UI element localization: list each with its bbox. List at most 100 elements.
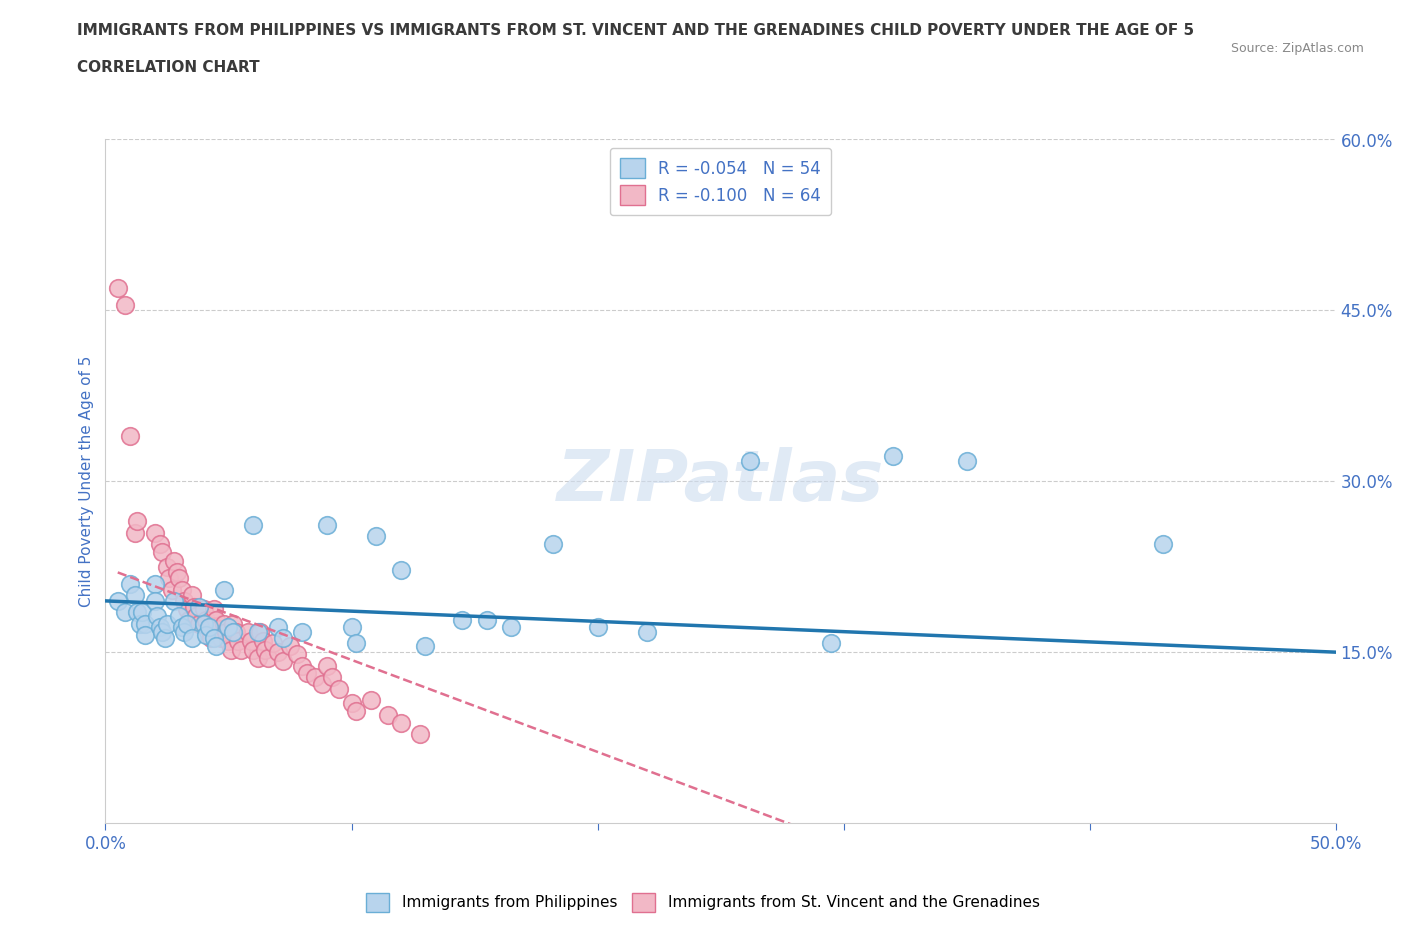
Point [247, 624, 270, 639]
Point [304, 670, 326, 684]
Point [228, 633, 250, 648]
Point [186, 608, 208, 623]
Point [197, 622, 221, 637]
Point [129, 617, 152, 631]
Point [195, 628, 218, 643]
Point [195, 613, 218, 628]
Point [321, 670, 343, 684]
Point [820, 635, 842, 650]
Point [218, 633, 240, 648]
Point [415, 639, 437, 654]
Point [156, 559, 179, 574]
Point [124, 525, 146, 540]
Point [193, 617, 215, 631]
Point [451, 613, 474, 628]
Point [249, 624, 271, 639]
Point [173, 593, 195, 608]
Point [315, 658, 337, 673]
Point [197, 619, 221, 634]
Point [179, 613, 201, 628]
Point [114, 604, 136, 619]
Point [242, 643, 264, 658]
Point [156, 617, 179, 631]
Point [159, 571, 180, 586]
Point [212, 617, 235, 631]
Point [236, 624, 260, 639]
Point [200, 631, 222, 646]
Text: Source: ZipAtlas.com: Source: ZipAtlas.com [1230, 42, 1364, 55]
Point [202, 602, 225, 617]
Point [882, 449, 904, 464]
Point [143, 525, 166, 540]
Point [740, 453, 762, 468]
Legend: Immigrants from Philippines, Immigrants from St. Vincent and the Grenadines: Immigrants from Philippines, Immigrants … [360, 887, 1046, 918]
Point [229, 643, 252, 658]
Point [222, 617, 245, 631]
Point [586, 619, 609, 634]
Point [475, 613, 498, 628]
Point [956, 453, 979, 468]
Point [222, 624, 245, 639]
Point [176, 617, 198, 631]
Point [183, 599, 205, 614]
Point [153, 631, 176, 646]
Point [160, 582, 183, 597]
Y-axis label: Child Poverty Under the Age of 5: Child Poverty Under the Age of 5 [79, 355, 94, 607]
Point [188, 617, 211, 631]
Point [543, 537, 565, 551]
Point [340, 619, 363, 634]
Point [143, 593, 166, 608]
Point [169, 608, 191, 623]
Point [205, 613, 228, 628]
Point [180, 631, 202, 646]
Point [278, 639, 301, 654]
Point [225, 624, 247, 639]
Point [134, 628, 156, 643]
Point [146, 608, 169, 623]
Point [262, 635, 284, 650]
Point [315, 517, 337, 532]
Point [409, 726, 432, 741]
Point [271, 631, 294, 646]
Point [254, 643, 277, 658]
Point [1153, 537, 1175, 551]
Point [120, 577, 141, 591]
Point [257, 650, 280, 665]
Point [170, 619, 193, 634]
Point [212, 582, 235, 597]
Point [389, 563, 412, 578]
Point [124, 588, 146, 603]
Point [209, 631, 232, 646]
Point [360, 693, 382, 708]
Point [149, 537, 172, 551]
Point [636, 624, 658, 639]
Point [114, 298, 136, 312]
Point [501, 619, 523, 634]
Point [150, 544, 173, 559]
Point [176, 602, 198, 617]
Point [188, 599, 211, 614]
Point [346, 704, 368, 719]
Point [134, 617, 156, 631]
Point [149, 619, 172, 634]
Point [297, 665, 319, 680]
Point [193, 602, 215, 617]
Point [143, 577, 166, 591]
Text: CORRELATION CHART: CORRELATION CHART [77, 60, 260, 75]
Point [267, 619, 290, 634]
Text: IMMIGRANTS FROM PHILIPPINES VS IMMIGRANTS FROM ST. VINCENT AND THE GRENADINES CH: IMMIGRANTS FROM PHILIPPINES VS IMMIGRANT… [77, 23, 1195, 38]
Point [169, 571, 191, 586]
Legend: R = -0.054   N = 54, R = -0.100   N = 64: R = -0.054 N = 54, R = -0.100 N = 64 [610, 148, 831, 215]
Point [267, 644, 290, 659]
Point [340, 696, 363, 711]
Point [389, 715, 412, 730]
Point [346, 635, 368, 650]
Point [291, 624, 314, 639]
Point [107, 280, 129, 295]
Point [180, 588, 202, 603]
Point [271, 654, 294, 669]
Point [202, 631, 225, 646]
Point [247, 650, 270, 665]
Point [107, 593, 129, 608]
Point [218, 619, 240, 634]
